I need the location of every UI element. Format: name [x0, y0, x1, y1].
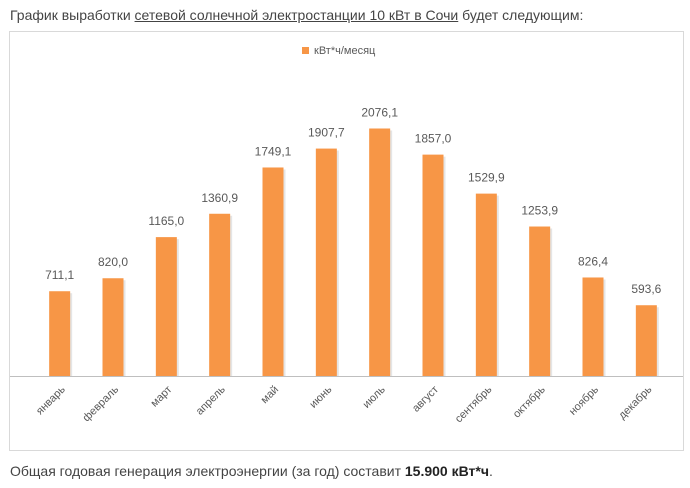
bar-9: [475, 193, 497, 376]
data-label: 2076,1: [361, 106, 398, 120]
bar-3: [155, 237, 177, 376]
data-label: 1165,0: [148, 214, 184, 228]
intro-after: будет следующим:: [458, 7, 584, 23]
data-label: 1857,0: [415, 132, 452, 146]
summary-end: .: [488, 463, 493, 479]
bar-4: [209, 213, 231, 376]
month-tick-label: июль: [361, 383, 388, 410]
data-label: 1529,9: [468, 171, 505, 185]
month-tick-label: май: [259, 384, 282, 407]
generation-chart: кВт*ч/месяц 711,1 январь 820,0 февраль 1165,0…: [9, 31, 684, 451]
intro-before: График выработки: [10, 7, 135, 23]
data-label: 711,1: [45, 268, 74, 282]
month-tick-label: ноябрь: [567, 383, 601, 417]
data-label: 593,6: [631, 282, 661, 296]
bar-12: [635, 305, 657, 376]
intro-text: График выработки сетевой солнечной элект…: [10, 6, 685, 24]
legend-label: кВт*ч/месяц: [314, 45, 376, 57]
data-label: 1749,1: [255, 144, 292, 158]
annual-total-value: 15.900 кВт*ч: [404, 463, 489, 479]
data-label: 1253,9: [521, 204, 558, 218]
solar-station-link[interactable]: сетевой солнечной электростанции 10 кВт …: [134, 7, 459, 23]
month-tick-label: апрель: [194, 383, 228, 417]
month-tick-label: январь: [34, 383, 68, 417]
data-label: 1907,7: [308, 126, 345, 140]
data-label: 826,4: [578, 254, 608, 268]
month-tick-label: июнь: [307, 383, 334, 410]
summary-text: Общая годовая генерация электроэнергии (…: [10, 463, 405, 479]
data-label: 820,0: [98, 255, 128, 269]
data-label: 1360,9: [201, 191, 238, 205]
month-tick-label: август: [410, 384, 441, 415]
bar-8: [422, 154, 444, 376]
month-tick-label: октябрь: [511, 383, 548, 420]
bar-7: [369, 128, 391, 376]
month-tick-label: февраль: [81, 383, 122, 424]
bar-5: [262, 167, 284, 376]
legend-swatch: [302, 47, 309, 54]
month-tick-label: декабрь: [616, 383, 654, 421]
bar-1: [49, 291, 71, 376]
annual-summary: Общая годовая генерация электроэнергии (…: [10, 462, 493, 480]
bar-11: [582, 277, 604, 376]
bar-6: [315, 148, 337, 376]
bar-10: [529, 226, 551, 376]
chart-canvas: кВт*ч/месяц 711,1 январь 820,0 февраль 1165,0…: [10, 45, 683, 425]
month-tick-label: сентябрь: [453, 383, 495, 425]
month-tick-label: март: [149, 384, 175, 410]
bar-2: [102, 278, 124, 376]
